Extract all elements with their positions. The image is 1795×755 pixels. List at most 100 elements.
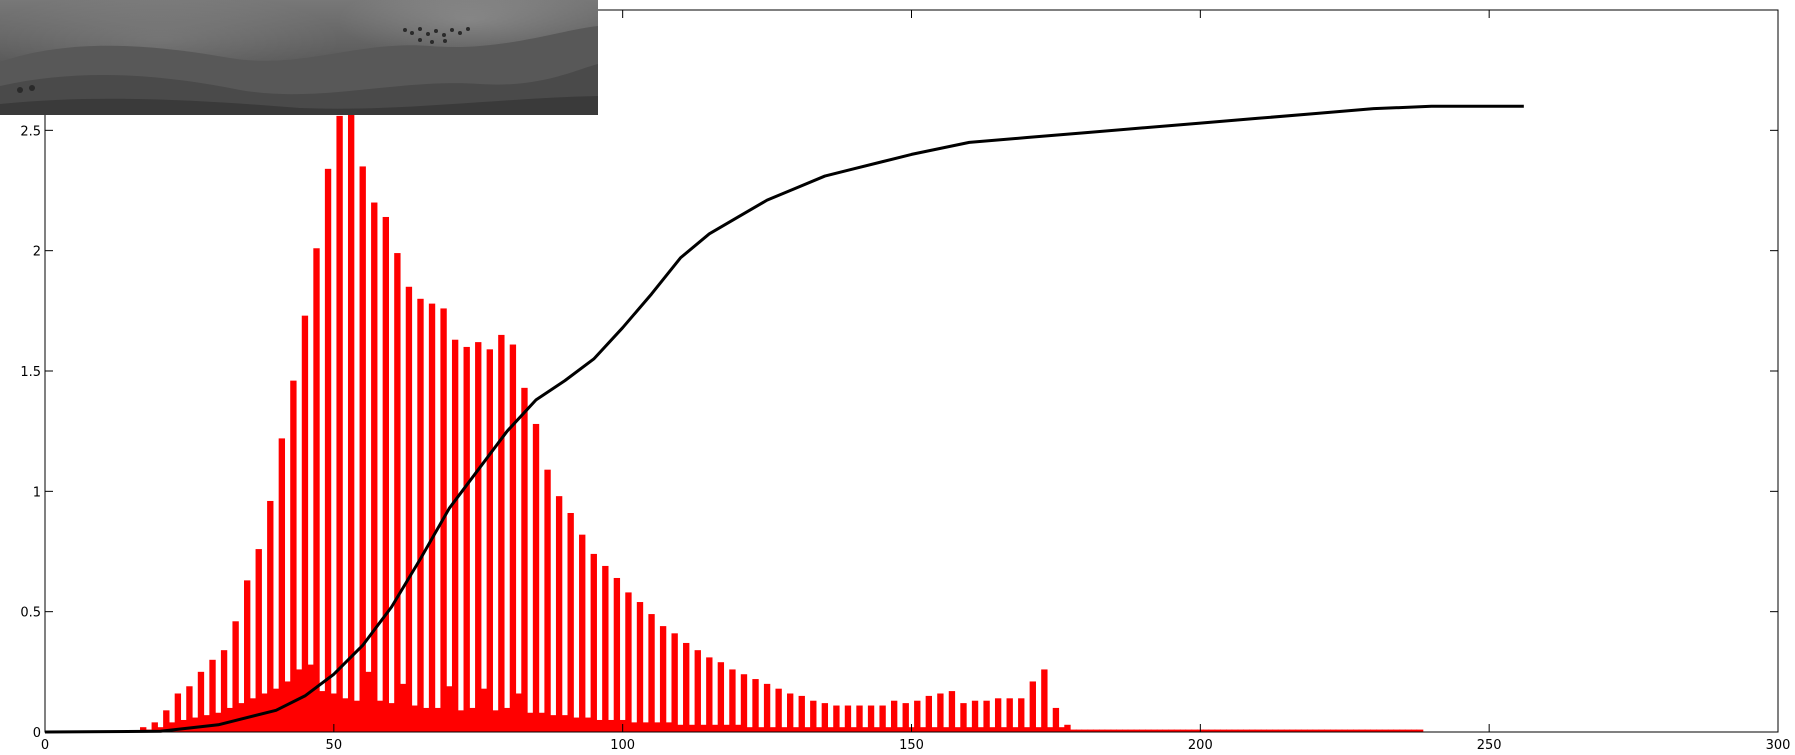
minor-bar bbox=[1012, 727, 1019, 732]
minor-bar bbox=[411, 705, 419, 732]
minor-bar bbox=[1335, 729, 1343, 732]
minor-bar bbox=[769, 727, 777, 732]
axis-ticks bbox=[44, 10, 1779, 733]
minor-bar bbox=[584, 717, 592, 732]
bar bbox=[948, 691, 956, 732]
minor-bar bbox=[1069, 729, 1077, 732]
bar bbox=[833, 705, 840, 732]
minor-bar bbox=[942, 727, 950, 732]
minor-bar bbox=[445, 686, 453, 732]
bar bbox=[856, 705, 863, 732]
minor-bar bbox=[919, 727, 927, 732]
bar bbox=[1341, 729, 1348, 732]
bar bbox=[1387, 729, 1395, 732]
bar bbox=[740, 674, 748, 732]
bar bbox=[1075, 729, 1083, 732]
bar bbox=[1145, 729, 1152, 732]
minor-bar bbox=[157, 727, 164, 732]
minor-bar bbox=[214, 712, 222, 732]
bar bbox=[1041, 669, 1048, 732]
minor-bar bbox=[1219, 729, 1227, 732]
bar bbox=[1353, 729, 1360, 732]
bar bbox=[1191, 729, 1198, 732]
minor-bar bbox=[549, 715, 557, 732]
bar bbox=[579, 534, 586, 732]
minor-bar bbox=[1266, 729, 1274, 732]
y-tick-label: 0.5 bbox=[20, 606, 41, 621]
bar bbox=[810, 700, 817, 732]
bar bbox=[197, 671, 205, 732]
bar bbox=[1214, 729, 1221, 732]
bar bbox=[1364, 729, 1372, 732]
bar bbox=[659, 626, 667, 732]
y-tick-label: 1.5 bbox=[20, 365, 41, 380]
minor-bar bbox=[1104, 729, 1112, 732]
minor-bar bbox=[607, 719, 615, 732]
histogram-bars bbox=[140, 34, 1418, 733]
bar bbox=[1376, 729, 1383, 732]
bar bbox=[1122, 729, 1129, 732]
cumulative-curve bbox=[44, 104, 1524, 734]
minor-bar bbox=[457, 710, 465, 732]
minor-bar bbox=[931, 727, 939, 732]
hills-image bbox=[0, 26, 598, 115]
x-tick-label: 150 bbox=[899, 738, 924, 753]
minor-bar bbox=[1185, 729, 1193, 732]
bar bbox=[636, 602, 644, 732]
bar bbox=[1098, 729, 1106, 732]
bar bbox=[694, 650, 701, 732]
x-tick-label: 200 bbox=[1188, 738, 1213, 753]
minor-bar bbox=[526, 712, 534, 732]
minor-bar bbox=[1347, 729, 1354, 732]
bar bbox=[290, 380, 297, 732]
minor-bar bbox=[1277, 729, 1285, 732]
bar bbox=[1156, 729, 1164, 732]
bar bbox=[1018, 698, 1025, 732]
bar bbox=[140, 727, 147, 732]
minor-bar bbox=[318, 691, 326, 732]
x-tick-label: 100 bbox=[610, 738, 635, 753]
bar bbox=[244, 580, 251, 732]
minor-bar bbox=[1092, 729, 1100, 732]
minor-bar bbox=[780, 727, 788, 732]
minor-bar bbox=[1023, 727, 1031, 732]
bar bbox=[475, 342, 482, 732]
bar bbox=[602, 565, 609, 732]
minor-bar bbox=[1115, 729, 1123, 732]
bar bbox=[174, 693, 182, 732]
bar bbox=[232, 621, 239, 732]
minor-bar bbox=[792, 727, 800, 732]
minor-bar bbox=[873, 727, 881, 732]
bar bbox=[1272, 729, 1279, 732]
minor-bar bbox=[1300, 729, 1308, 732]
minor-bar bbox=[538, 712, 546, 732]
bar bbox=[428, 303, 436, 732]
minor-bar bbox=[1254, 729, 1262, 732]
minor-bar bbox=[642, 722, 650, 732]
minor-bar bbox=[1000, 727, 1008, 732]
minor-bar bbox=[341, 698, 349, 732]
bar bbox=[775, 688, 782, 732]
bar bbox=[1399, 729, 1406, 732]
minor-bar bbox=[1173, 729, 1181, 732]
minor-bar bbox=[480, 688, 488, 732]
minor-bar bbox=[469, 707, 476, 732]
bar bbox=[417, 298, 424, 732]
bar bbox=[1133, 729, 1140, 732]
x-axis-tick-labels: 0 50 100 150 200 250 300 bbox=[41, 738, 1791, 753]
minor-bar bbox=[1381, 729, 1389, 732]
bar bbox=[1283, 729, 1291, 732]
minor-bar bbox=[850, 727, 858, 732]
minor-bar bbox=[1289, 729, 1297, 732]
landscape-thumbnail bbox=[0, 0, 598, 115]
bar bbox=[1306, 729, 1314, 732]
minor-bar bbox=[896, 727, 904, 732]
bar bbox=[359, 166, 366, 732]
minor-bar bbox=[1139, 729, 1147, 732]
minor-bar bbox=[376, 700, 384, 732]
bar bbox=[890, 700, 898, 732]
minor-bar bbox=[365, 671, 372, 732]
minor-bar bbox=[596, 719, 604, 732]
bar bbox=[151, 722, 158, 732]
